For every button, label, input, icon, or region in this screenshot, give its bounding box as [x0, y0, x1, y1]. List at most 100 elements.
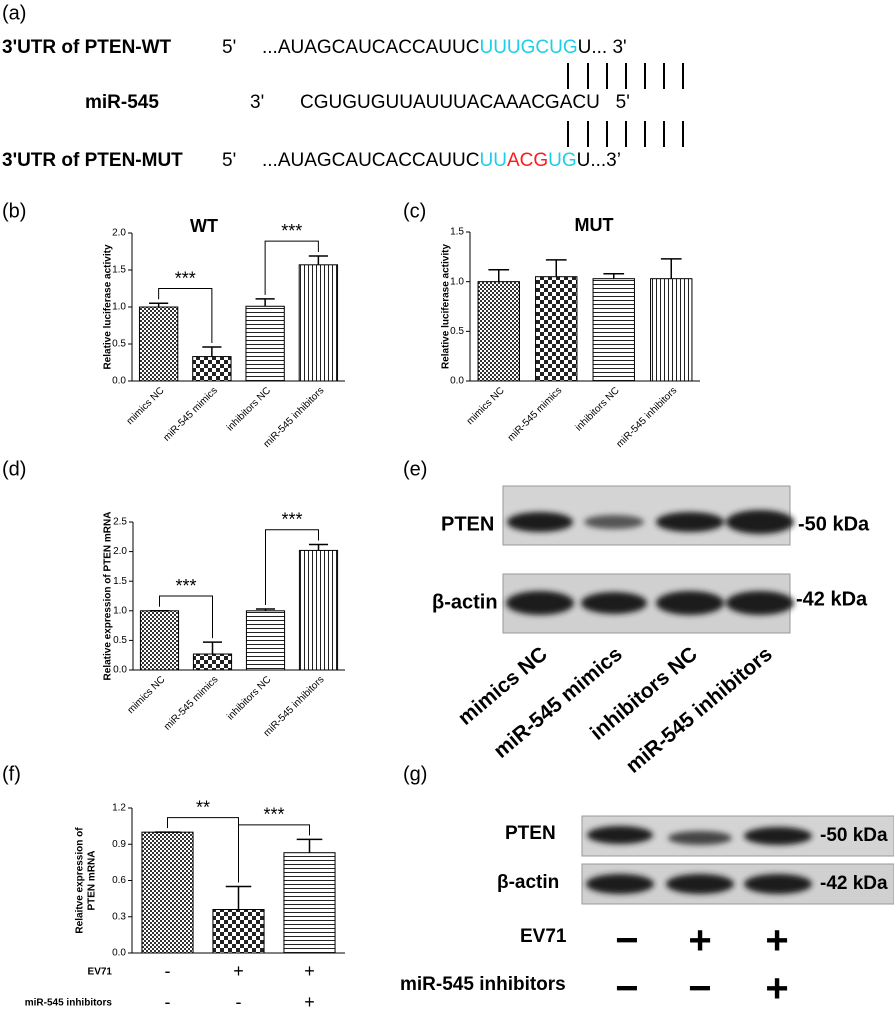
significance-bracket — [265, 529, 319, 606]
panel-label: (d) — [2, 458, 26, 480]
bar — [535, 276, 578, 382]
row-label: EV71 — [88, 967, 113, 978]
row-sign: + — [765, 967, 788, 1011]
x-tick-label: miR-545 mimics — [162, 674, 220, 732]
sequence-segment: UU — [479, 150, 506, 171]
sequence-label: miR-545 — [85, 92, 159, 113]
lane-label: miR-545 inhibitors — [622, 642, 777, 777]
sequence: ...AUAGCAUCACCAUUCUUUGCUGU... 3' — [262, 37, 627, 58]
sequence-segment: ...AUAGCAUCACCAUUC — [262, 37, 479, 58]
sequence-segment: 5' — [600, 92, 630, 113]
significance-bracket — [159, 595, 213, 639]
x-tick-label: inhibitors NC — [225, 674, 273, 722]
significance-bracket — [158, 288, 213, 343]
row-label: EV71 — [520, 926, 567, 947]
y-tick-label: 1.5 — [450, 227, 464, 238]
bar — [141, 831, 194, 954]
significance-label: *** — [175, 576, 196, 596]
x-tick-label: inhibitors NC — [573, 385, 621, 433]
y-tick-label: 0.0 — [450, 376, 464, 387]
size-label: -42 kDa — [820, 873, 888, 894]
row-sign: - — [236, 992, 242, 1012]
sequence-segment: U... 3' — [578, 37, 627, 58]
bar — [477, 281, 520, 382]
y-tick-label: 1.0 — [112, 302, 126, 313]
blot-e — [502, 485, 794, 634]
row-sign: − — [688, 967, 711, 1011]
sequence-end: 3' — [250, 92, 264, 113]
significance-label: ** — [196, 797, 210, 817]
bar — [139, 610, 180, 671]
row-sign: − — [615, 967, 638, 1011]
y-tick-label: 0.5 — [113, 635, 127, 646]
significance-label: *** — [175, 268, 196, 288]
y-tick-label: 1.0 — [113, 605, 127, 616]
panel-label: (g) — [403, 763, 427, 785]
y-axis-label: PTEN mRNA — [87, 850, 98, 910]
y-tick-label: 0.5 — [450, 326, 464, 337]
row-label: miR-545 inhibitors — [25, 998, 113, 1009]
bar — [650, 278, 693, 382]
size-label: -42 kDa — [796, 588, 868, 610]
y-tick-label: 1.5 — [112, 265, 126, 276]
y-tick-label: 0.0 — [112, 948, 126, 959]
bar — [245, 610, 286, 671]
row-sign: + — [304, 992, 315, 1012]
y-tick-label: 0.5 — [112, 339, 126, 350]
pairing-lines — [567, 63, 684, 147]
significance-bracket — [264, 240, 319, 295]
sequence: CGUGUGUUAUUUACAAACGACU 5' — [300, 92, 630, 113]
bar — [592, 278, 635, 382]
bar — [283, 852, 336, 954]
size-label: -50 kDa — [798, 513, 870, 535]
row-sign: + — [688, 919, 711, 963]
significance-bracket — [238, 824, 310, 883]
significance-label: *** — [281, 221, 302, 241]
panel-label: (c) — [403, 200, 426, 222]
x-tick-label: miR-545 mimics — [506, 385, 564, 443]
x-tick-label: miR-545 mimics — [161, 385, 219, 443]
panel-label: (b) — [2, 200, 26, 222]
blot-g — [581, 815, 894, 905]
chart-title: MUT — [575, 215, 614, 235]
y-tick-label: 0.0 — [113, 665, 127, 676]
row-label: miR-545 inhibitors — [400, 974, 566, 995]
sequence-label: 3'UTR of PTEN-MUT — [2, 150, 183, 171]
bar — [192, 653, 233, 671]
row-sign: - — [165, 992, 171, 1012]
size-label: -50 kDa — [820, 825, 888, 846]
y-tick-label: 2.0 — [112, 228, 126, 239]
y-tick-label: 1.0 — [450, 276, 464, 287]
significance-label: *** — [263, 805, 284, 825]
x-tick-label: inhibitors NC — [225, 385, 273, 433]
y-tick-label: 1.5 — [113, 576, 127, 587]
y-tick-label: 2.5 — [113, 517, 127, 528]
lane-label: miR-545 mimics — [489, 642, 626, 762]
protein-label: β-actin — [497, 872, 559, 893]
bar — [138, 306, 179, 382]
row-sign: + — [765, 919, 788, 963]
y-tick-label: 0.0 — [112, 376, 126, 387]
y-axis-label: Relative expression of PTEN mRNA — [103, 512, 114, 681]
sequence-end: 5' — [222, 150, 236, 171]
y-axis-label: Relative luciferase activity — [103, 244, 114, 370]
panel-label: (e) — [403, 458, 427, 480]
y-axis-label: Relative luciferase activity — [441, 244, 452, 370]
y-axis-label: Relaitve expression of — [75, 827, 86, 934]
sequence-segment: ...AUAGCAUCACCAUUC — [262, 150, 479, 171]
bar — [298, 264, 339, 382]
row-sign: - — [165, 961, 171, 981]
sequence-label: 3'UTR of PTEN-WT — [2, 37, 172, 58]
sequence-segment: UUUGCUG — [479, 37, 577, 58]
protein-label: PTEN — [441, 513, 494, 535]
x-tick-label: mimics NC — [126, 674, 168, 716]
row-sign: + — [233, 961, 244, 981]
sequence-segment: UG — [548, 150, 577, 171]
row-sign: − — [615, 919, 638, 963]
sequence: ...AUAGCAUCACCAUUCUUACGUGU...3’ — [262, 150, 621, 171]
x-tick-label: miR-545 inhibitors — [614, 385, 679, 450]
bar — [192, 356, 232, 382]
sequence-segment: ACG — [507, 150, 548, 171]
bar — [245, 305, 285, 382]
